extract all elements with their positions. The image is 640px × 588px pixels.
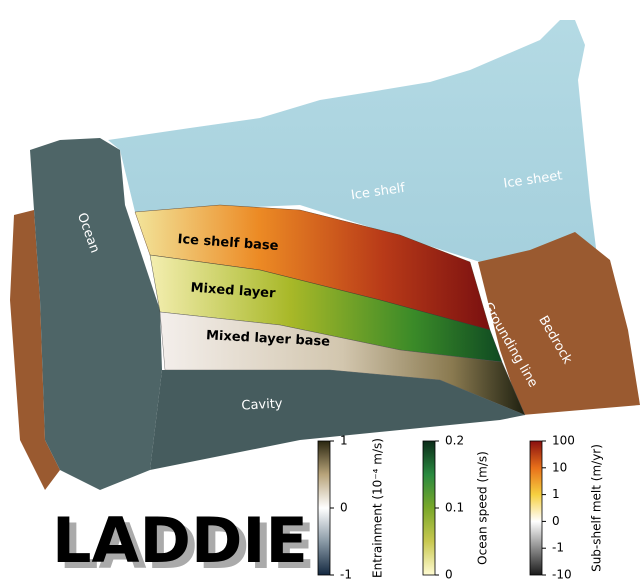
colorbar-tick-label: -1 — [552, 541, 564, 555]
colorbar-tick-label: 0.1 — [445, 501, 464, 515]
colorbar-tick-label: 0 — [445, 568, 453, 582]
colorbar-tick-label: 1 — [340, 434, 348, 448]
figure: -101Entrainment (10⁻⁴ m/s)00.10.2Ocean s… — [0, 0, 640, 584]
colorbar-tick-label: -1 — [340, 568, 352, 582]
colorbar-tick-label: 0.2 — [445, 434, 464, 448]
colorbar — [530, 441, 542, 575]
colorbar-label: Entrainment (10⁻⁴ m/s) — [371, 438, 385, 578]
colorbar — [423, 441, 435, 575]
colorbar-tick-label: 0 — [552, 514, 560, 528]
colorbar-tick-label: 10 — [552, 460, 567, 474]
scene — [10, 20, 640, 490]
scene-label: Cavity — [241, 396, 283, 413]
colorbar-label: Sub-shelf melt (m/yr) — [590, 444, 604, 572]
logo-text: LADDIE — [52, 504, 308, 577]
colorbar-tick-label: -10 — [552, 568, 572, 582]
colorbar — [318, 441, 330, 575]
colorbar-tick-label: 0 — [340, 501, 348, 515]
colorbar-label: Ocean speed (m/s) — [476, 451, 490, 565]
logo: LADDIE LADDIE — [52, 504, 315, 583]
colorbar-tick-label: 1 — [552, 487, 560, 501]
colorbar-tick-label: 100 — [552, 434, 575, 448]
